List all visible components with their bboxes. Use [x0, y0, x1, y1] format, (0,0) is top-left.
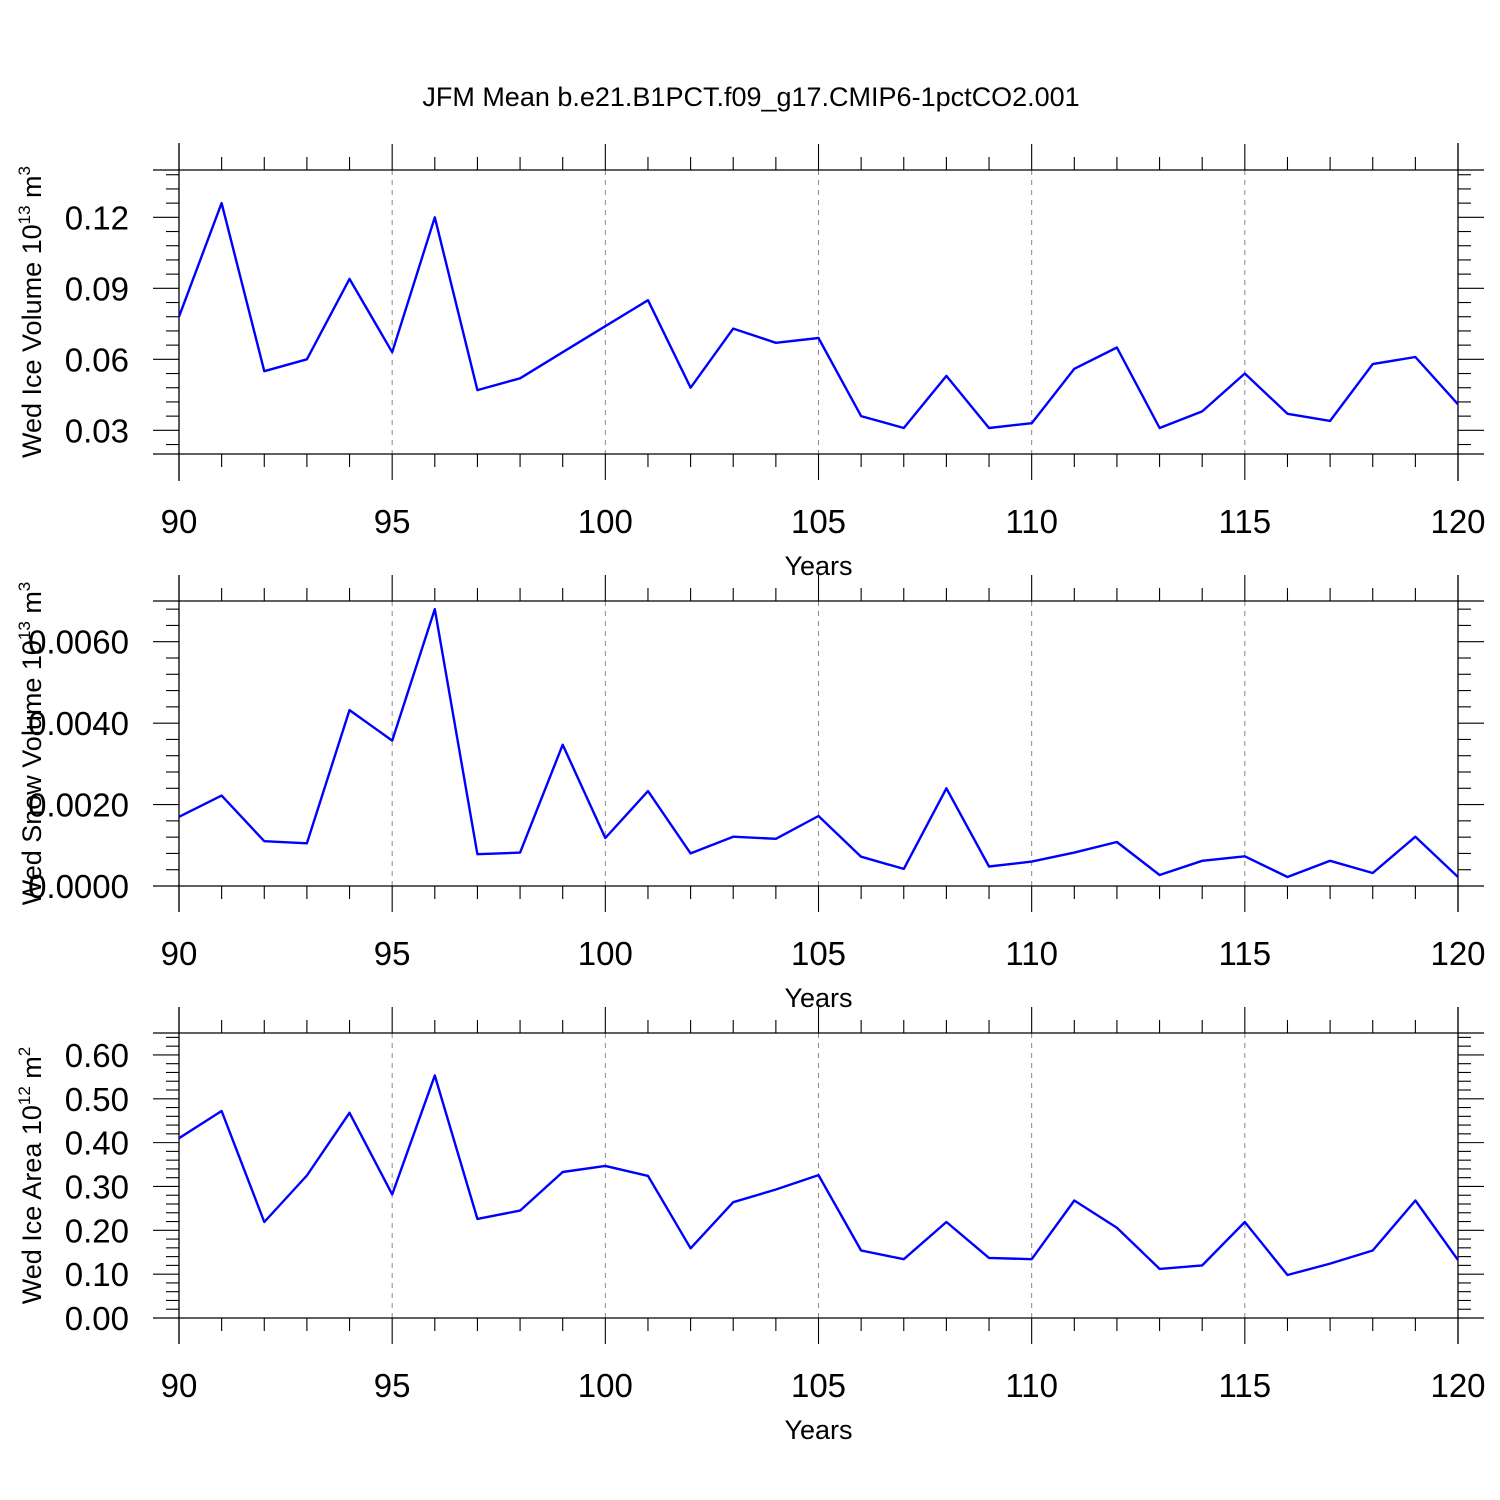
y-tick-label: 0.50 [65, 1081, 129, 1118]
y-tick-label: 0.12 [65, 199, 129, 236]
x-tick-label: 110 [1005, 935, 1058, 972]
x-tick-label: 90 [161, 503, 198, 540]
x-tick-label: 120 [1430, 1367, 1485, 1404]
y-axis-title: Wed Ice Area 1012 m2 [15, 1047, 47, 1305]
y-tick-label: 0.0040 [28, 705, 129, 742]
y-tick-label: 0.0060 [28, 624, 129, 661]
x-tick-label: 120 [1430, 935, 1485, 972]
x-tick-label: 90 [161, 935, 198, 972]
x-tick-label: 115 [1219, 935, 1272, 972]
x-tick-label: 105 [791, 1367, 846, 1404]
panel-wed-snow-volume: 90 95 100 105 110 115 120 0.0000 0.0020 0.0040 0.0… [15, 575, 1486, 1013]
y-tick-label: 0.10 [65, 1256, 129, 1293]
y-tick-label: 0.40 [65, 1125, 129, 1162]
chart-title: JFM Mean b.e21.B1PCT.f09_g17.CMIP6-1pctC… [422, 82, 1079, 112]
y-tick-label: 0.03 [65, 412, 129, 449]
x-tick-label: 100 [578, 935, 633, 972]
panel-wed-ice-volume: 90 95 100 105 110 115 1200.030.060.090.12Years… [15, 143, 1486, 581]
y-tick-label: 0.60 [65, 1037, 129, 1074]
series-line-snow-volume [179, 607, 1458, 879]
y-tick-label: 0.30 [65, 1168, 129, 1205]
x-tick-label: 115 [1219, 503, 1272, 540]
y-axis-title: Wed Snow Volume 1013 m3 [15, 582, 47, 906]
x-tick-label: 105 [791, 503, 846, 540]
x-tick-label: 120 [1430, 503, 1485, 540]
y-tick-label: 0.09 [65, 270, 129, 307]
y-axis-title: Wed Ice Volume 1013 m3 [15, 166, 47, 458]
series-line-ice-volume [179, 201, 1458, 430]
panel-wed-ice-area: 90 95 100 105 110 115 120 0.00 0.10 0.20 0.30 0.40 0… [15, 1007, 1486, 1445]
x-tick-label: 95 [374, 935, 411, 972]
y-tick-label: 0.0000 [28, 868, 129, 905]
y-tick-label: 0.20 [65, 1212, 129, 1249]
x-tick-label: 110 [1005, 503, 1058, 540]
series-line-ice-area [179, 1074, 1458, 1277]
y-tick-label: 0.06 [65, 341, 129, 378]
x-tick-label: 110 [1005, 1367, 1058, 1404]
x-tick-label: 100 [578, 1367, 633, 1404]
x-tick-label: 115 [1219, 1367, 1272, 1404]
y-tick-label: 0.0020 [28, 787, 129, 824]
x-axis-title: Years [784, 1415, 852, 1445]
x-tick-label: 95 [374, 1367, 411, 1404]
y-tick-label: 0.00 [65, 1300, 129, 1337]
x-tick-label: 100 [578, 503, 633, 540]
x-tick-label: 90 [161, 1367, 198, 1404]
x-tick-label: 105 [791, 935, 846, 972]
x-tick-label: 95 [374, 503, 411, 540]
